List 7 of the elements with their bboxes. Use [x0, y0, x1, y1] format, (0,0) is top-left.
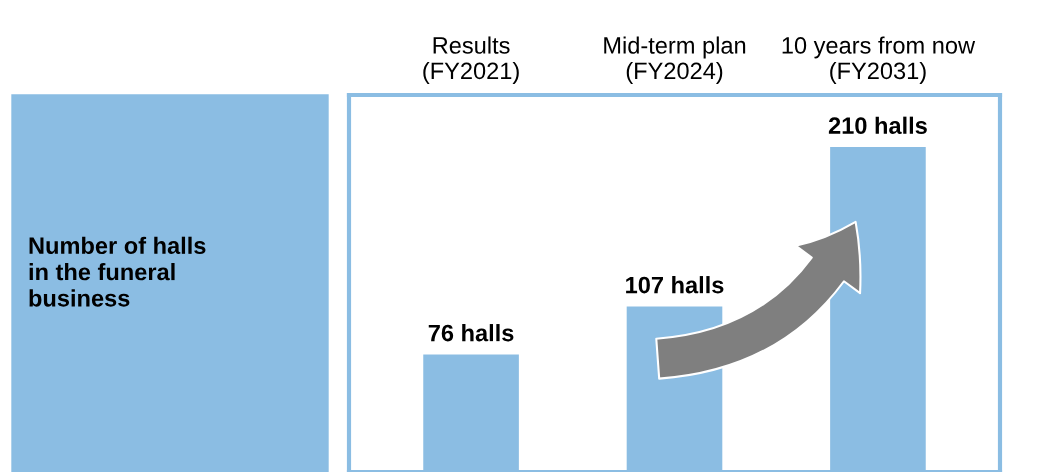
- x-tick-label: 10 years from now (FY2031): [782, 36, 976, 84]
- x-tick-label: Results (FY2021): [423, 36, 519, 84]
- x-tick-label: Mid-term plan (FY2024): [604, 36, 746, 84]
- data-label: 210 halls: [828, 116, 927, 134]
- text: Number of halls in the funeral business: [29, 236, 206, 307]
- data-label: 76 halls: [428, 324, 514, 342]
- data-label: 107 halls: [626, 276, 724, 294]
